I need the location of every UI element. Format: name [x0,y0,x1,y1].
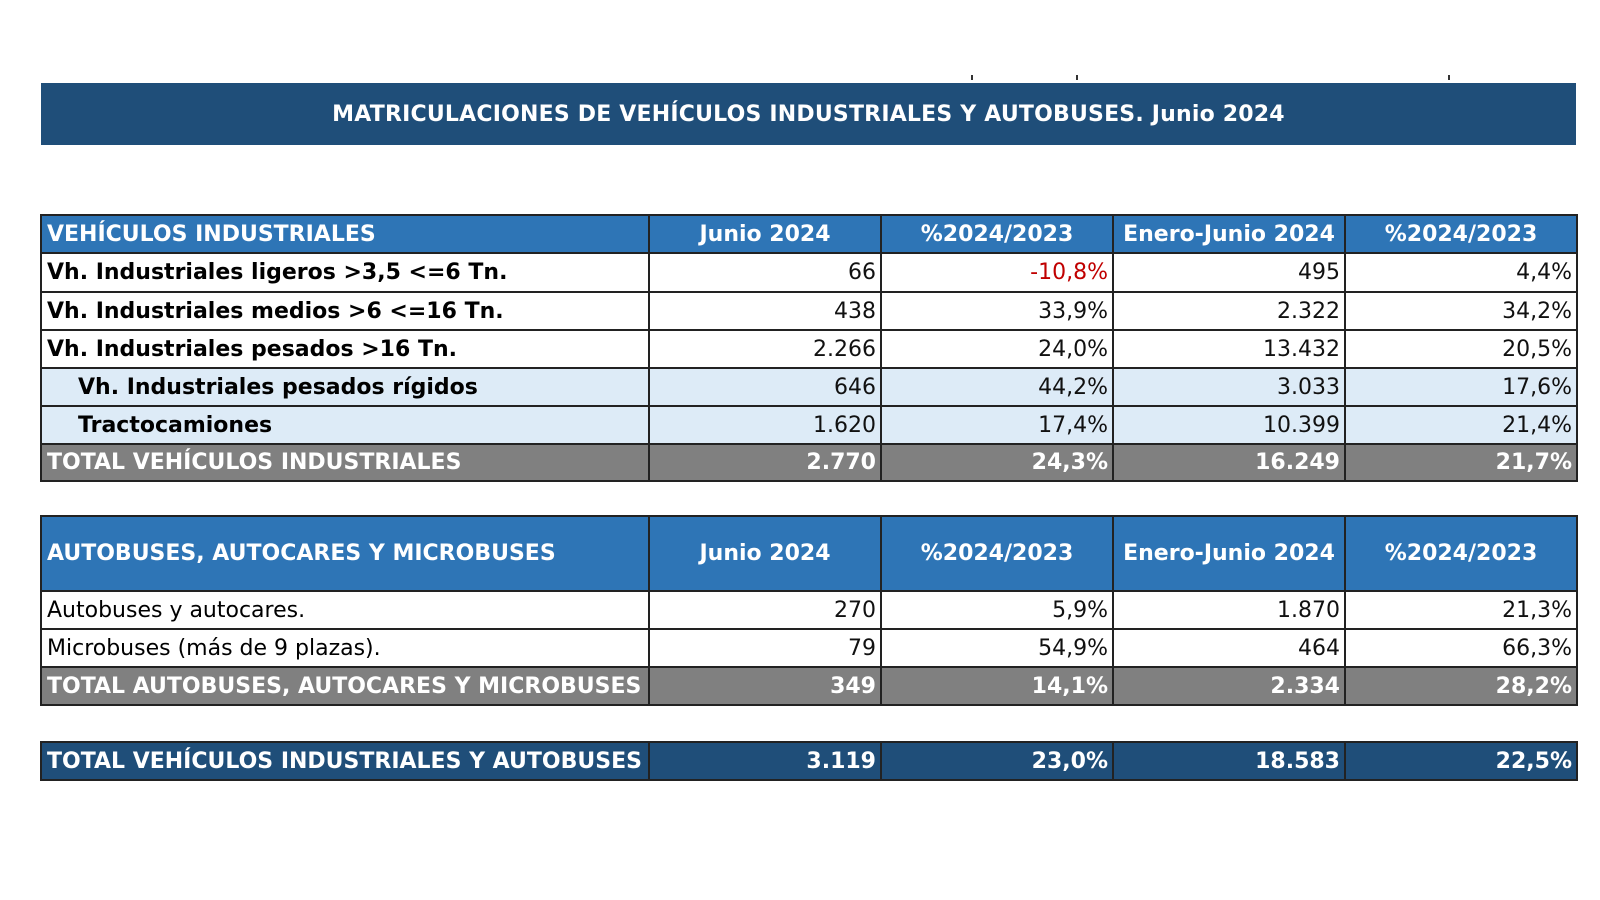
cell-pct-acum: 34,2% [1344,291,1578,331]
cell-acum: 10.399 [1112,405,1346,445]
page-title: MATRICULACIONES DE VEHÍCULOS INDUSTRIALE… [41,83,1576,145]
grand-total-table: TOTAL VEHÍCULOS INDUSTRIALES Y AUTOBUSES… [40,741,1578,781]
cell-pct-junio: 14,1% [880,666,1114,706]
table-row: Vh. Industriales medios >6 <=16 Tn. 438 … [40,291,1578,331]
row-label: Autobuses y autocares. [40,590,650,630]
table-header-row: VEHÍCULOS INDUSTRIALES Junio 2024 %2024/… [40,214,1578,254]
total-label: TOTAL VEHÍCULOS INDUSTRIALES [40,443,650,482]
cell-pct-acum: 28,2% [1344,666,1578,706]
grand-total-label: TOTAL VEHÍCULOS INDUSTRIALES Y AUTOBUSES [40,741,650,781]
cell-acum: 3.033 [1112,367,1346,407]
column-header: %2024/2023 [1344,515,1578,592]
cell-pct-acum: 17,6% [1344,367,1578,407]
column-header: Enero-Junio 2024 [1112,214,1346,254]
cell-pct-acum: 21,7% [1344,443,1578,482]
column-header: %2024/2023 [1344,214,1578,254]
table-row: Vh. Industriales pesados >16 Tn. 2.266 2… [40,329,1578,369]
table-row: Autobuses y autocares. 270 5,9% 1.870 21… [40,590,1578,630]
row-label: Vh. Industriales ligeros >3,5 <=6 Tn. [40,252,650,293]
cell-pct-junio: 33,9% [880,291,1114,331]
cell-pct-junio: 5,9% [880,590,1114,630]
cell-junio: 66 [648,252,882,293]
cell-junio: 438 [648,291,882,331]
table-row: Microbuses (más de 9 plazas). 79 54,9% 4… [40,628,1578,668]
row-label: Microbuses (más de 9 plazas). [40,628,650,668]
cell-pct-acum: 22,5% [1344,741,1578,781]
cell-acum: 2.334 [1112,666,1346,706]
total-row: TOTAL VEHÍCULOS INDUSTRIALES 2.770 24,3%… [40,443,1578,482]
cell-junio: 270 [648,590,882,630]
row-label: Tractocamiones [40,405,650,445]
cell-acum: 18.583 [1112,741,1346,781]
cell-junio: 349 [648,666,882,706]
section-header: VEHÍCULOS INDUSTRIALES [40,214,650,254]
row-label: Vh. Industriales pesados >16 Tn. [40,329,650,369]
table-row: Vh. Industriales ligeros >3,5 <=6 Tn. 66… [40,252,1578,293]
cell-pct-acum: 66,3% [1344,628,1578,668]
section-header: AUTOBUSES, AUTOCARES Y MICROBUSES [40,515,650,592]
cell-pct-acum: 4,4% [1344,252,1578,293]
cell-acum: 495 [1112,252,1346,293]
cell-junio: 646 [648,367,882,407]
cell-pct-acum: 21,4% [1344,405,1578,445]
cell-acum: 1.870 [1112,590,1346,630]
table-header-row: AUTOBUSES, AUTOCARES Y MICROBUSES Junio … [40,515,1578,592]
buses-table: AUTOBUSES, AUTOCARES Y MICROBUSES Junio … [40,515,1578,706]
industrial-vehicles-table: VEHÍCULOS INDUSTRIALES Junio 2024 %2024/… [40,214,1578,482]
tick-mark [1448,75,1450,80]
column-header: Enero-Junio 2024 [1112,515,1346,592]
cell-pct-junio: -10,8% [880,252,1114,293]
cell-acum: 13.432 [1112,329,1346,369]
cell-acum: 464 [1112,628,1346,668]
total-label: TOTAL AUTOBUSES, AUTOCARES Y MICROBUSES [40,666,650,706]
column-header: %2024/2023 [880,214,1114,254]
total-row: TOTAL AUTOBUSES, AUTOCARES Y MICROBUSES … [40,666,1578,706]
cell-acum: 16.249 [1112,443,1346,482]
cell-pct-junio: 24,3% [880,443,1114,482]
table-subrow: Vh. Industriales pesados rígidos 646 44,… [40,367,1578,407]
tick-mark [971,75,973,80]
column-header: %2024/2023 [880,515,1114,592]
column-header: Junio 2024 [648,515,882,592]
cell-junio: 2.770 [648,443,882,482]
row-label: Vh. Industriales medios >6 <=16 Tn. [40,291,650,331]
column-header: Junio 2024 [648,214,882,254]
cell-pct-junio: 17,4% [880,405,1114,445]
cell-pct-junio: 23,0% [880,741,1114,781]
cell-junio: 2.266 [648,329,882,369]
row-label: Vh. Industriales pesados rígidos [40,367,650,407]
cell-pct-junio: 44,2% [880,367,1114,407]
cell-junio: 1.620 [648,405,882,445]
grand-total-row: TOTAL VEHÍCULOS INDUSTRIALES Y AUTOBUSES… [40,741,1578,781]
cell-acum: 2.322 [1112,291,1346,331]
cell-pct-junio: 54,9% [880,628,1114,668]
cell-pct-acum: 20,5% [1344,329,1578,369]
cell-junio: 79 [648,628,882,668]
cell-pct-junio: 24,0% [880,329,1114,369]
tick-mark [1076,75,1078,80]
cell-pct-acum: 21,3% [1344,590,1578,630]
table-subrow: Tractocamiones 1.620 17,4% 10.399 21,4% [40,405,1578,445]
cell-junio: 3.119 [648,741,882,781]
